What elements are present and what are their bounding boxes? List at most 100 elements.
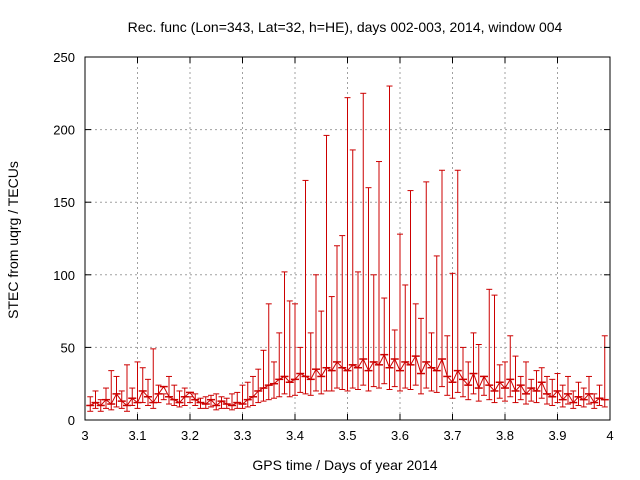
- x-tick-label: 3.2: [181, 428, 199, 443]
- data-point: [359, 92, 368, 386]
- data-point: [595, 384, 604, 406]
- data-point: [369, 274, 378, 388]
- data-point: [548, 378, 557, 406]
- data-point: [432, 255, 441, 393]
- data-point: [254, 368, 263, 404]
- data-point: [107, 370, 116, 411]
- data-point: [322, 134, 331, 392]
- data-point: [191, 393, 200, 406]
- data-point: [270, 361, 278, 399]
- data-point: [102, 387, 110, 409]
- y-tick-label: 150: [53, 195, 75, 210]
- data-point: [312, 274, 320, 392]
- x-tick-label: 3.9: [548, 428, 566, 443]
- data-point: [348, 149, 357, 389]
- data-point: [574, 381, 583, 406]
- data-point: [480, 375, 488, 396]
- y-tick-label: 0: [68, 413, 75, 428]
- data-point: [338, 235, 347, 391]
- data-point: [317, 310, 326, 395]
- y-tick-label: 250: [53, 50, 75, 65]
- data-point: [112, 375, 121, 408]
- x-tick-label: 3.7: [443, 428, 461, 443]
- data-point: [159, 385, 168, 401]
- data-point: [259, 349, 268, 402]
- x-tick-label: 4: [606, 428, 613, 443]
- data-point: [438, 169, 446, 388]
- y-axis-label: STEC from uqrg / TECUs: [5, 161, 21, 319]
- data-point: [527, 378, 536, 402]
- data-point: [390, 329, 399, 388]
- data-point: [516, 375, 525, 401]
- data-point: [207, 394, 215, 408]
- data-point: [543, 375, 551, 405]
- x-tick-label: 3.1: [128, 428, 146, 443]
- data-point: [133, 361, 142, 409]
- data-point: [264, 303, 273, 401]
- data-point: [138, 367, 147, 404]
- data-point: [96, 399, 105, 412]
- data-point: [453, 169, 462, 393]
- data-point: [86, 396, 95, 412]
- data-point: [459, 346, 467, 398]
- data-point: [501, 361, 509, 402]
- data-point: [464, 361, 473, 401]
- series-errorbars: [86, 85, 609, 412]
- data-point: [579, 387, 588, 408]
- data-point: [228, 393, 236, 411]
- x-tick-label: 3.8: [496, 428, 514, 443]
- data-point: [354, 271, 362, 391]
- x-tick-label: 3.5: [338, 428, 356, 443]
- data-point: [217, 396, 226, 409]
- data-point: [249, 375, 257, 406]
- data-point: [243, 381, 252, 408]
- data-point: [364, 187, 373, 392]
- data-point: [327, 296, 336, 392]
- x-tick-label: 3.6: [391, 428, 409, 443]
- data-point: [396, 233, 404, 392]
- y-tick-label: 200: [53, 123, 75, 138]
- data-point: [495, 364, 504, 399]
- data-point: [485, 288, 494, 401]
- data-point: [590, 393, 599, 409]
- data-point: [175, 390, 184, 408]
- data-point: [233, 391, 242, 409]
- data-point: [285, 300, 294, 398]
- x-tick-label: 3.4: [286, 428, 304, 443]
- data-point: [91, 390, 100, 409]
- data-point: [422, 181, 431, 389]
- data-point: [280, 271, 289, 395]
- data-point: [537, 367, 546, 399]
- data-point: [165, 375, 173, 405]
- data-point: [564, 375, 572, 405]
- y-tick-label: 100: [53, 268, 75, 283]
- data-point: [117, 390, 126, 409]
- axis-ticks: 3 3.1 3.2 3.3 3.4 3.5 3.6 3.7 3.8 3.9 4 0 50 100 150 20…: [53, 50, 613, 443]
- data-point: [186, 391, 194, 404]
- data-point: [170, 384, 179, 406]
- data-point: [128, 387, 137, 406]
- data-point: [296, 346, 305, 393]
- data-point: [343, 97, 352, 392]
- data-point: [443, 335, 452, 396]
- x-tick-label: 3: [81, 428, 88, 443]
- x-tick-label: 3.3: [233, 428, 251, 443]
- data-point: [291, 303, 299, 396]
- data-point: [474, 343, 483, 402]
- data-point: [385, 85, 394, 391]
- data-point: [448, 272, 457, 399]
- data-point: [380, 297, 389, 385]
- data-point: [427, 332, 436, 392]
- data-point: [558, 384, 567, 408]
- chart-title: Rec. func (Lon=343, Lat=32, h=HE), days …: [128, 19, 563, 35]
- data-point: [301, 179, 310, 395]
- data-point: [469, 332, 478, 395]
- data-point: [144, 378, 152, 406]
- data-point: [238, 384, 247, 409]
- data-point: [553, 373, 562, 404]
- x-axis-label: GPS time / Days of year 2014: [252, 457, 437, 473]
- data-point: [196, 397, 205, 409]
- y-tick-label: 50: [61, 340, 75, 355]
- data-point: [222, 397, 231, 409]
